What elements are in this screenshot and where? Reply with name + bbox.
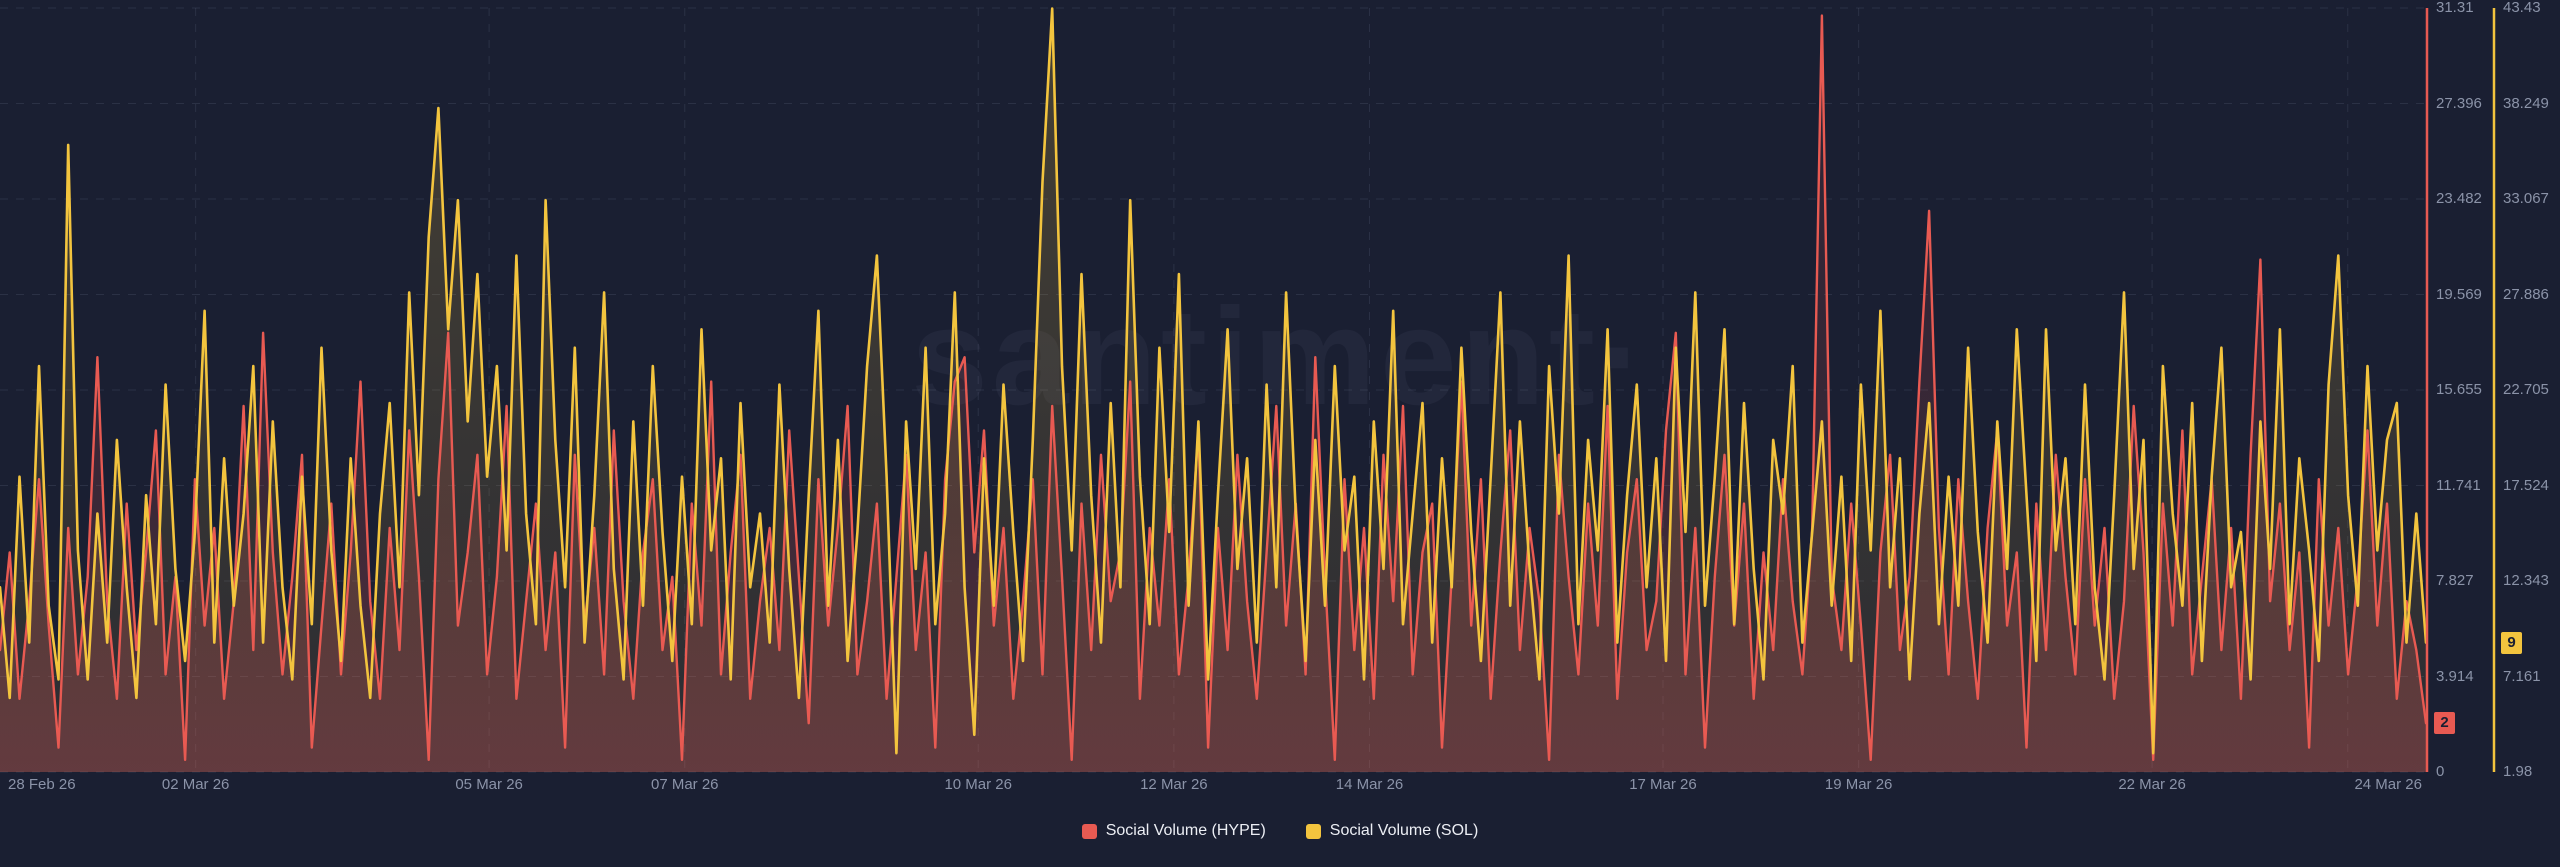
legend-item-sol[interactable]: Social Volume (SOL) bbox=[1305, 822, 1479, 840]
x-axis-label: 28 Feb 26 bbox=[8, 776, 76, 793]
hype-axis-tick-label: 3.914 bbox=[2436, 667, 2474, 685]
sol-series-line bbox=[0, 7, 2428, 755]
hype-axis-tick-label: 11.741 bbox=[2436, 476, 2481, 494]
x-axis-label: 14 Mar 26 bbox=[1335, 776, 1404, 793]
sol-axis-tick-label: 22.705 bbox=[2503, 381, 2549, 398]
sol-axis-tick-label: 43.43 bbox=[2503, 0, 2541, 16]
sol-legend-label: Social Volume (SOL) bbox=[1329, 822, 1479, 839]
sol-legend-swatch-icon bbox=[1305, 823, 1321, 839]
hype-axis-tick-label: 7.827 bbox=[2436, 572, 2474, 589]
x-axis-label: 22 Mar 26 bbox=[2118, 776, 2186, 793]
x-axis-label: 19 Mar 26 bbox=[1824, 776, 1893, 793]
sol-current-value-badge: 9 bbox=[2501, 632, 2522, 654]
hype-axis-tick-label: 19.569 bbox=[2436, 285, 2482, 303]
x-axis-labels: 28 Feb 26 02 Mar 26 05 Mar 26 07 Mar 26 10 M… bbox=[0, 776, 2560, 796]
hype-current-value-badge: 2 bbox=[2434, 712, 2455, 734]
sol-axis-tick-label: 7.161 bbox=[2503, 667, 2541, 685]
sol-axis-tick-label: 27.886 bbox=[2503, 285, 2549, 303]
x-axis-label: 07 Mar 26 bbox=[650, 776, 719, 793]
hype-legend-label: Social Volume (HYPE) bbox=[1105, 822, 1266, 839]
x-axis-label: 05 Mar 26 bbox=[455, 776, 523, 793]
hype-legend-swatch-icon bbox=[1081, 823, 1097, 839]
sol-axis-tick-label: 38.249 bbox=[2503, 94, 2549, 112]
hype-series-line bbox=[0, 14, 2428, 761]
hype-axis-tick-label: 0 bbox=[2436, 763, 2445, 780]
hype-axis-tick-label: 31.31 bbox=[2436, 0, 2474, 16]
hype-axis-tick-label: 15.655 bbox=[2436, 381, 2482, 398]
hype-axis-tick-label: 23.482 bbox=[2436, 190, 2482, 207]
x-axis-label: 10 Mar 26 bbox=[944, 776, 1012, 793]
x-axis-label: 17 Mar 26 bbox=[1629, 776, 1697, 793]
hype-axis-tick-label: 27.396 bbox=[2436, 94, 2482, 112]
x-axis-label: 24 Mar 26 bbox=[2354, 776, 2422, 793]
sol-series-fill bbox=[0, 8, 2426, 773]
x-axis-label: 02 Mar 26 bbox=[161, 776, 230, 793]
legend: Social Volume (HYPE) Social Volume (SOL) bbox=[0, 822, 2560, 840]
sol-axis-tick-label: 12.343 bbox=[2503, 572, 2549, 589]
legend-item-hype[interactable]: Social Volume (HYPE) bbox=[1081, 822, 1266, 840]
sol-axis-tick-label: 1.98 bbox=[2503, 763, 2533, 780]
x-axis-label: 12 Mar 26 bbox=[1140, 776, 1208, 793]
sol-axis-tick-label: 17.524 bbox=[2503, 476, 2549, 494]
sol-axis-tick-label: 33.067 bbox=[2503, 190, 2549, 207]
